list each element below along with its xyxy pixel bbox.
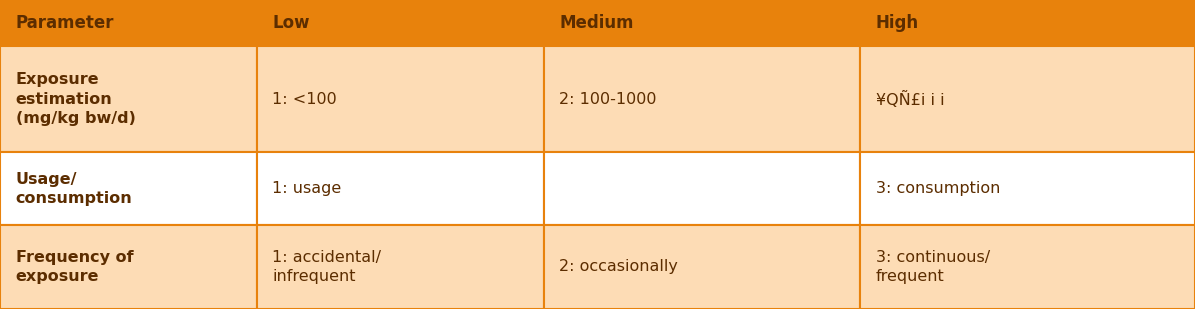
Text: Medium: Medium: [559, 14, 633, 32]
Text: 1: usage: 1: usage: [272, 181, 342, 196]
Bar: [544, 225, 860, 309]
Text: 1: accidental/
infrequent: 1: accidental/ infrequent: [272, 250, 381, 284]
Bar: [257, 46, 544, 152]
Bar: [0, 46, 257, 152]
Text: 2: occasionally: 2: occasionally: [559, 260, 678, 274]
Bar: [860, 225, 1195, 309]
Bar: [860, 152, 1195, 225]
Text: 3: continuous/
frequent: 3: continuous/ frequent: [876, 250, 991, 284]
Bar: [257, 225, 544, 309]
Text: ¥QÑ£i i i: ¥QÑ£i i i: [876, 91, 944, 108]
Bar: [544, 46, 860, 152]
Text: 2: 100-1000: 2: 100-1000: [559, 91, 657, 107]
Text: Usage/
consumption: Usage/ consumption: [16, 171, 133, 206]
Bar: [860, 0, 1195, 46]
Text: Low: Low: [272, 14, 310, 32]
Text: 1: <100: 1: <100: [272, 91, 337, 107]
Bar: [257, 152, 544, 225]
Text: Parameter: Parameter: [16, 14, 114, 32]
Bar: [257, 0, 544, 46]
Bar: [0, 0, 257, 46]
Bar: [544, 0, 860, 46]
Text: Frequency of
exposure: Frequency of exposure: [16, 250, 133, 284]
Bar: [0, 225, 257, 309]
Text: High: High: [876, 14, 919, 32]
Text: 3: consumption: 3: consumption: [876, 181, 1000, 196]
Bar: [544, 152, 860, 225]
Bar: [860, 46, 1195, 152]
Text: Exposure
estimation
(mg/kg bw/d): Exposure estimation (mg/kg bw/d): [16, 72, 135, 126]
Bar: [0, 152, 257, 225]
